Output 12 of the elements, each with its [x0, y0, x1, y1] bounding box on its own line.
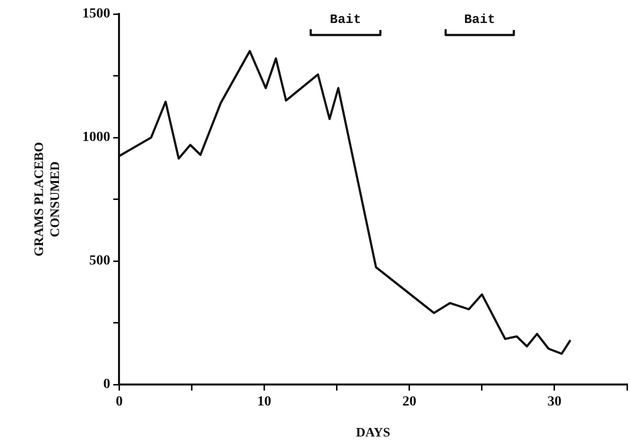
y-tick-label: 0 [103, 377, 110, 392]
y-tick-label: 1500 [82, 6, 110, 22]
series-label: Bait [464, 12, 496, 27]
x-tick-label: 30 [547, 394, 562, 410]
y-tick-label: 500 [89, 254, 110, 269]
x-tick-label: 10 [257, 394, 272, 410]
y-axis-title: GRAMS PLACEBO CONSUMED [31, 142, 62, 257]
x-axis-title: DAYS [356, 424, 390, 440]
x-tick-label: 0 [116, 394, 123, 410]
series-label: Bait [330, 12, 362, 27]
y-tick-label: 1000 [82, 130, 110, 146]
x-tick-label: 20 [402, 394, 416, 410]
